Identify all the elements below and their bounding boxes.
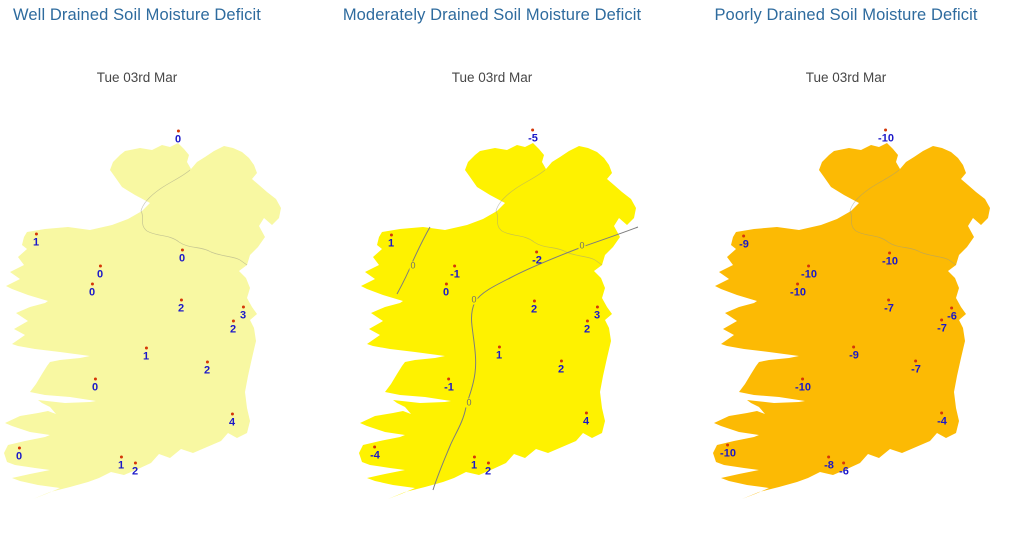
- panel-date: Tue 03rd Mar: [451, 70, 533, 85]
- panel-title: Moderately Drained Soil Moisture Deficit: [342, 6, 642, 24]
- internal-county-boundaries: [140, 169, 248, 266]
- ireland-map: [359, 143, 639, 499]
- panel-date: Tue 03rd Mar: [96, 70, 178, 85]
- panel-date: Tue 03rd Mar: [805, 70, 887, 85]
- map-panel-3: Poorly Drained Soil Moisture Deficit Tue…: [709, 0, 1004, 533]
- ireland-map: [713, 143, 990, 499]
- ireland-landmass: [713, 143, 990, 499]
- ireland-landmass: [359, 143, 636, 499]
- panel-title: Well Drained Soil Moisture Deficit: [13, 6, 261, 24]
- ireland-landmass: [4, 143, 281, 499]
- ireland-map: [4, 143, 281, 499]
- internal-county-boundaries: [849, 169, 957, 266]
- internal-county-boundaries: [495, 169, 603, 266]
- map-panel-2: Moderately Drained Soil Moisture Deficit…: [343, 0, 650, 533]
- map-panel-1: Well Drained Soil Moisture Deficit Tue 0…: [0, 0, 295, 533]
- zero-contour-line: [432, 226, 639, 491]
- panel-title: Poorly Drained Soil Moisture Deficit: [714, 6, 978, 24]
